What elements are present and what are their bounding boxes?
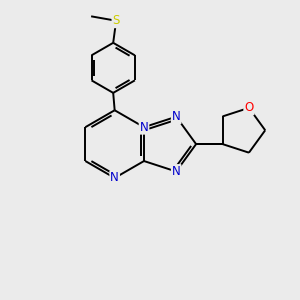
Text: S: S (112, 14, 120, 27)
Text: N: N (140, 121, 148, 134)
Text: N: N (172, 110, 181, 123)
Text: N: N (110, 172, 119, 184)
Text: N: N (172, 165, 181, 178)
Text: O: O (244, 101, 254, 114)
